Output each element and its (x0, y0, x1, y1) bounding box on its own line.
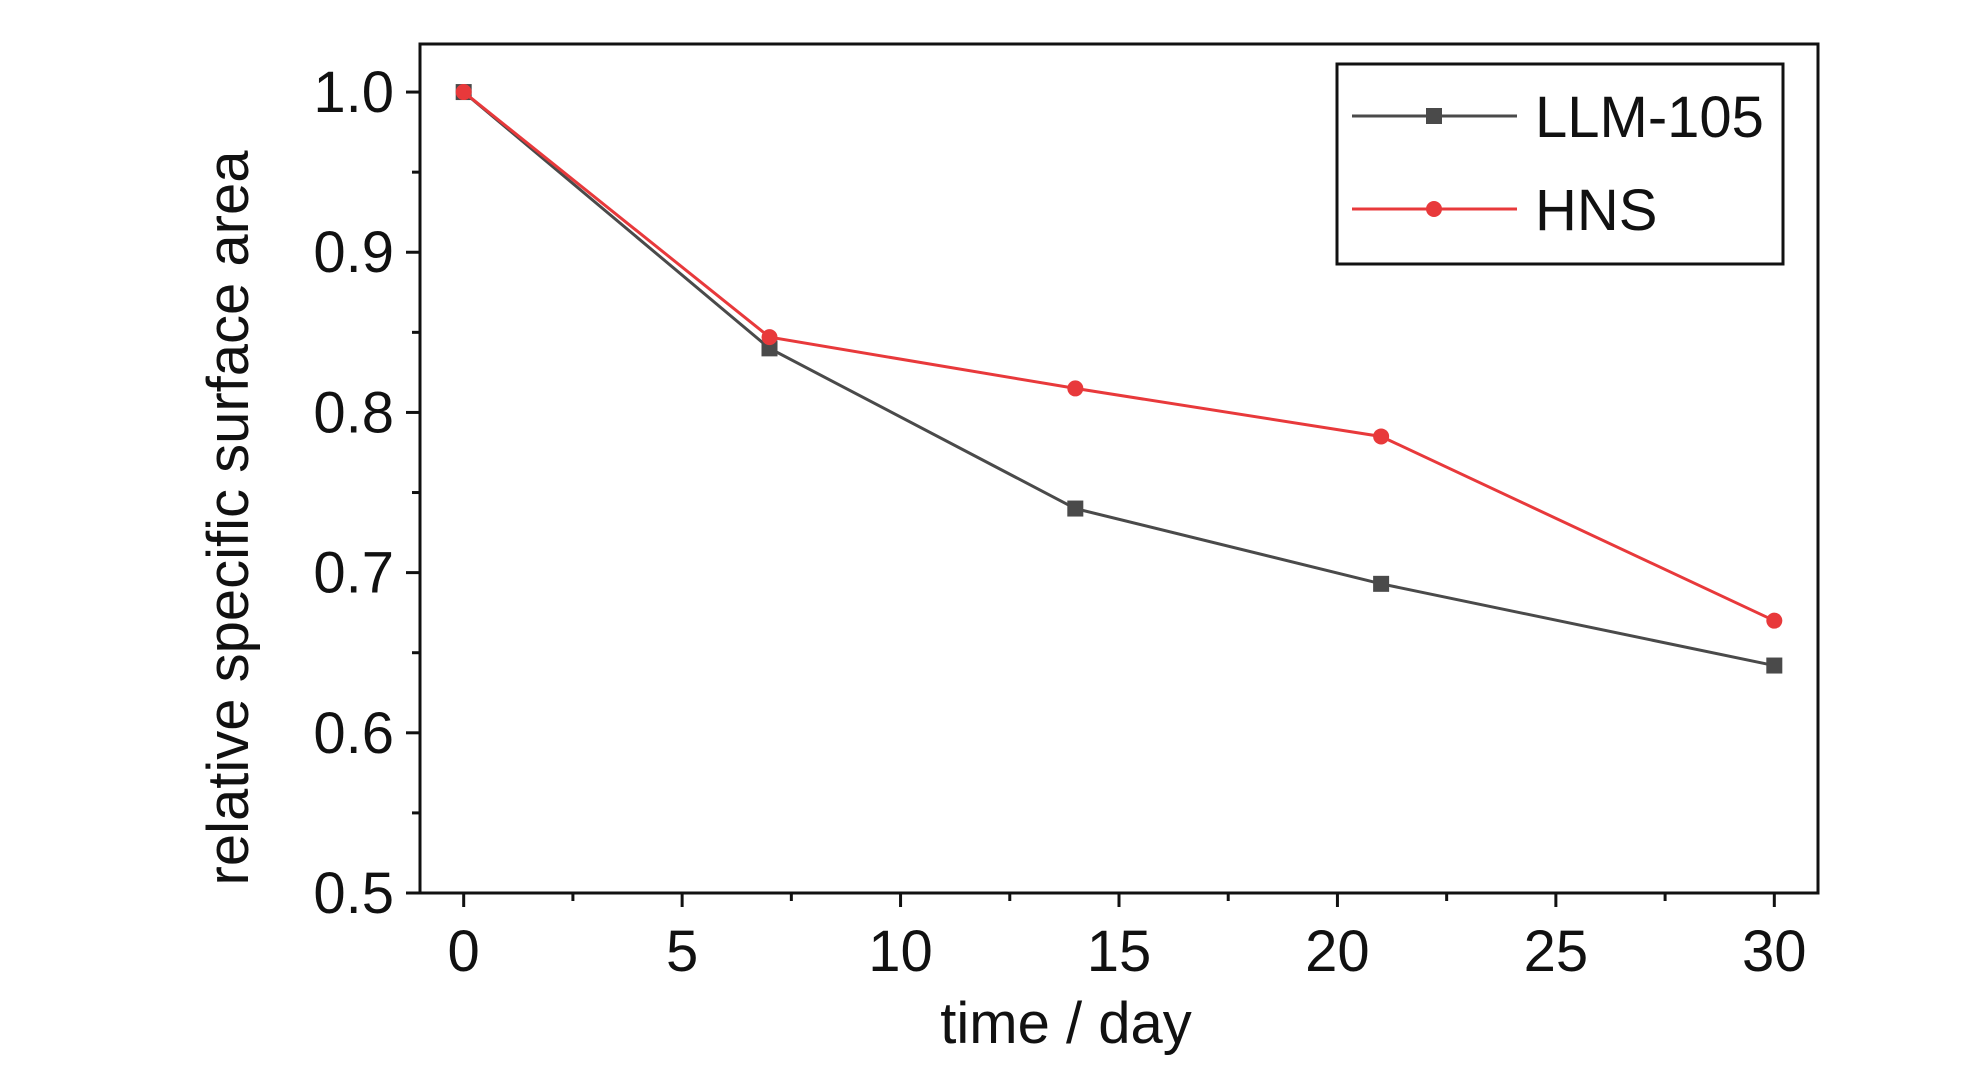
data-point (1373, 575, 1390, 592)
series-hns (455, 84, 1783, 629)
x-tick-label: 20 (1305, 919, 1370, 984)
y-axis-title: relative specific surface area (196, 150, 261, 886)
data-point (455, 84, 472, 101)
data-point (1067, 380, 1084, 397)
data-point (761, 340, 778, 357)
y-tick-label: 1.0 (313, 60, 394, 125)
x-tick-label: 25 (1524, 919, 1589, 984)
x-axis-title: time / day (940, 991, 1191, 1056)
y-tick-label: 0.6 (313, 701, 394, 766)
legend-item: HNS (1352, 178, 1657, 243)
x-tick-label: 0 (448, 919, 480, 984)
legend: LLM-105 HNS (1335, 62, 1785, 266)
x-tick-label: 5 (666, 919, 698, 984)
series-llm-105 (455, 84, 1783, 674)
y-tick-label: 0.9 (313, 220, 394, 285)
y-tick-label: 0.7 (313, 541, 394, 606)
x-tick-label: 15 (1087, 919, 1152, 984)
data-point (1766, 657, 1783, 674)
legend-label: LLM-105 (1535, 85, 1764, 150)
legend-box (1335, 62, 1785, 266)
y-tick-label: 0.5 (313, 861, 394, 926)
data-point (761, 329, 778, 346)
legend-label: HNS (1535, 178, 1657, 243)
x-tick-label: 10 (868, 919, 933, 984)
data-point (1373, 428, 1390, 445)
y-tick-label: 0.8 (313, 380, 394, 445)
legend-item: LLM-105 (1352, 85, 1764, 150)
legend-marker (1426, 108, 1442, 124)
x-tick-label: 30 (1742, 919, 1807, 984)
data-point (1067, 500, 1084, 517)
data-point (1766, 612, 1783, 629)
legend-marker (1426, 201, 1442, 217)
